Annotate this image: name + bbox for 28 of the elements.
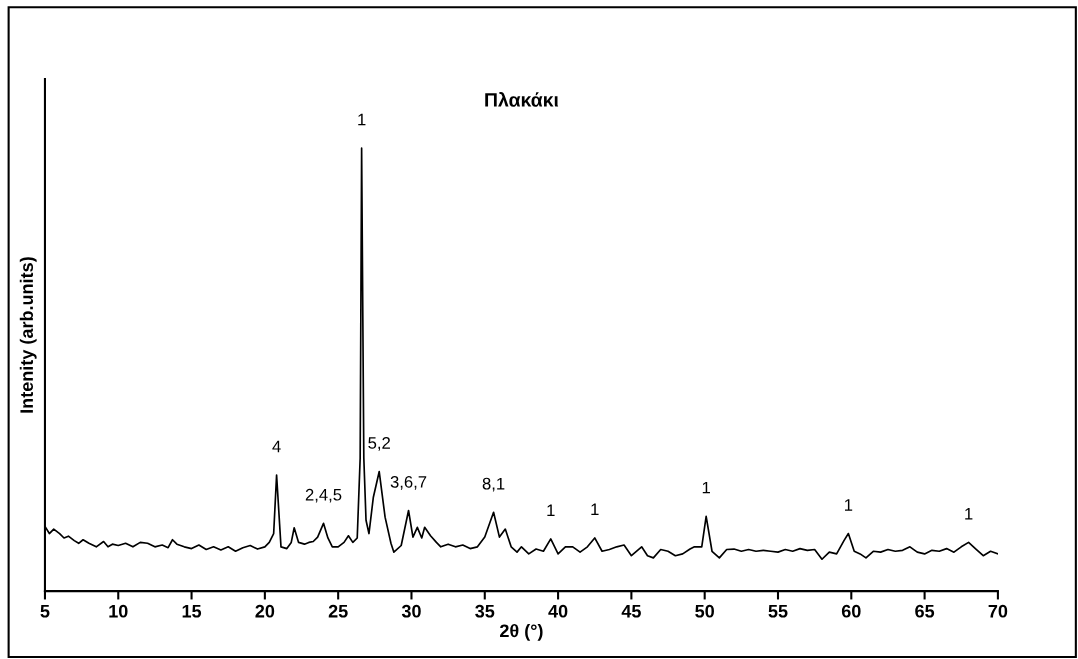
annotation: 1 [547, 504, 555, 516]
annotation: 1 [591, 503, 599, 516]
x-tick-label: 35 [475, 604, 495, 618]
annotation: 1 [702, 481, 710, 494]
x-tick-label: 30 [401, 604, 421, 618]
x-tick-label: 10 [109, 604, 128, 618]
x-tick-label: 15 [182, 604, 202, 618]
x-tick-label: 70 [988, 604, 1008, 618]
annotation: 2,4,5 [305, 488, 342, 503]
x-tick-label: 50 [695, 604, 714, 618]
annotation: 1 [965, 508, 973, 520]
chart-title: Πλακάκι [485, 92, 559, 107]
x-tick-label: 40 [548, 604, 568, 618]
annotation: 1 [358, 113, 366, 126]
x-tick-label: 45 [621, 604, 641, 618]
x-tick-label: 20 [255, 604, 275, 618]
x-tick-label: 55 [768, 604, 788, 618]
annotation: 1 [845, 499, 853, 511]
x-axis-title: 2θ (°) [500, 623, 543, 641]
annotation: 8,1 [482, 477, 505, 492]
x-tick-label: 5 [40, 604, 50, 618]
y-axis-title: Intenity (arb.units) [19, 257, 37, 413]
x-tick-label: 25 [328, 604, 348, 618]
annotation: 5,2 [368, 436, 390, 451]
x-tick-label: 65 [915, 604, 935, 618]
annotation: 3,6,7 [390, 475, 427, 490]
annotation: 4 [272, 440, 281, 453]
x-tick-label: 60 [841, 604, 861, 618]
